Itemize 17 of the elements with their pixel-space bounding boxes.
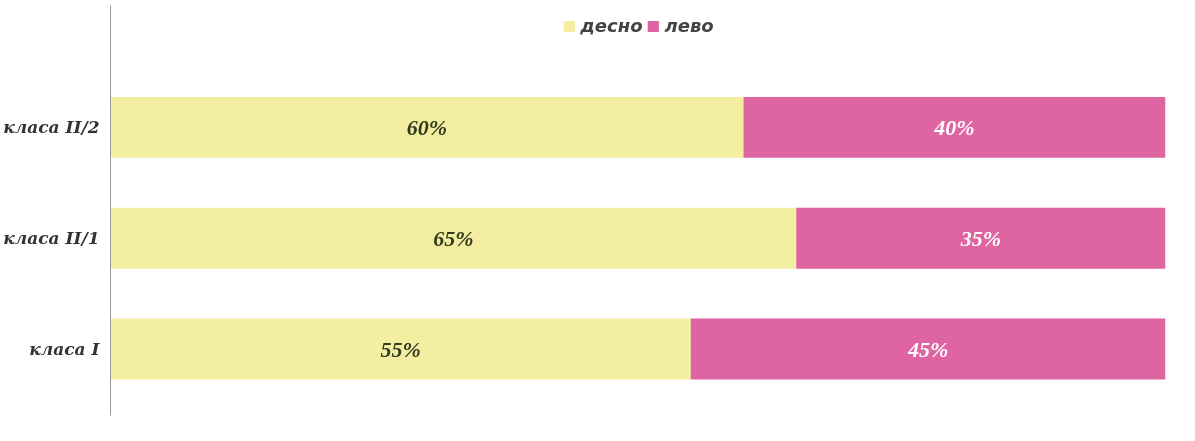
bar: [110, 318, 691, 380]
y-tick-label: класа II/2: [3, 117, 100, 138]
y-tick-label: класа II/1: [3, 228, 100, 249]
legend-label: десно: [580, 15, 643, 36]
data-label: 40%: [933, 114, 975, 140]
data-label: 60%: [406, 114, 448, 140]
data-label: 55%: [380, 336, 421, 362]
bar: [743, 96, 1166, 158]
bar: [110, 207, 797, 269]
data-label: 65%: [433, 225, 474, 251]
data-label: 35%: [959, 225, 1002, 251]
data-label: 45%: [906, 336, 949, 362]
legend-label: лево: [664, 15, 714, 36]
bar: [110, 96, 744, 158]
bar: [690, 318, 1166, 380]
bar: [796, 207, 1166, 269]
y-tick-label: класа I: [29, 339, 101, 360]
